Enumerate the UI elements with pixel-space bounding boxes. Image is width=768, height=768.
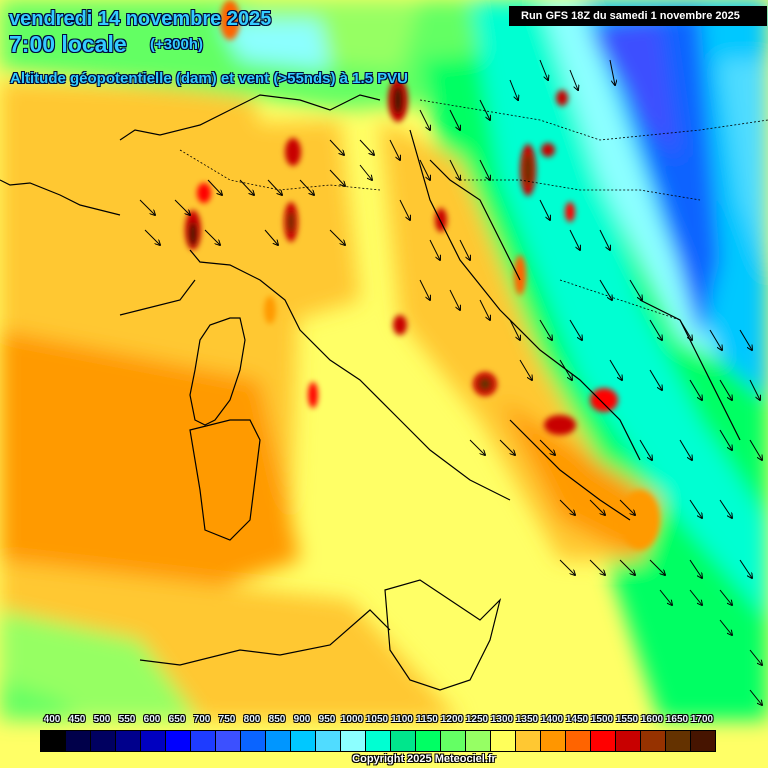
legend-swatch — [41, 731, 66, 751]
legend-label: 1350 — [515, 714, 539, 725]
wind-arrows — [139, 59, 762, 705]
legend-label: 700 — [193, 714, 211, 725]
legend-label: 1250 — [465, 714, 489, 725]
legend-label: 600 — [143, 714, 161, 725]
legend-swatch — [416, 731, 441, 751]
legend-label: 1600 — [640, 714, 664, 725]
legend-label: 550 — [118, 714, 136, 725]
legend-label: 1500 — [590, 714, 614, 725]
legend-label: 750 — [218, 714, 236, 725]
legend-swatch — [491, 731, 516, 751]
forecast-lead-time: (+300h) — [150, 36, 203, 53]
legend-label: 1200 — [440, 714, 464, 725]
legend-label: 650 — [168, 714, 186, 725]
copyright: Copyright 2025 Meteociel.fr — [352, 753, 496, 765]
legend-swatch — [541, 731, 566, 751]
legend-swatch — [466, 731, 491, 751]
legend-label: 1150 — [416, 714, 438, 725]
legend-label: 900 — [293, 714, 311, 725]
legend-swatch — [141, 731, 166, 751]
legend-label: 1650 — [665, 714, 689, 725]
legend-label: 1400 — [540, 714, 564, 725]
legend-swatch — [266, 731, 291, 751]
legend-swatch — [216, 731, 241, 751]
model-run-text: Run GFS 18Z du samedi 1 novembre 2025 — [521, 10, 740, 22]
legend-swatch — [66, 731, 91, 751]
legend-swatch — [641, 731, 666, 751]
jet-maxima — [185, 0, 660, 550]
legend-swatch — [666, 731, 691, 751]
legend-swatch — [566, 731, 591, 751]
legend-label: 1700 — [690, 714, 714, 725]
legend-swatch — [366, 731, 391, 751]
legend-swatch — [116, 731, 141, 751]
legend-swatch — [591, 731, 616, 751]
legend-swatch — [316, 731, 341, 751]
model-run-label: Run GFS 18Z du samedi 1 novembre 2025 — [509, 6, 767, 26]
legend-label: 1000 — [340, 714, 364, 725]
legend-swatch — [341, 731, 366, 751]
legend-swatch — [516, 731, 541, 751]
legend-swatch — [691, 731, 715, 751]
coastlines — [0, 94, 741, 691]
legend-swatch — [391, 731, 416, 751]
forecast-date: vendredi 14 novembre 2025 — [9, 8, 272, 30]
legend-label: 950 — [318, 714, 336, 725]
legend-label: 850 — [268, 714, 286, 725]
map-subtitle: Altitude géopotentielle (dam) et vent (>… — [10, 70, 408, 87]
legend-label: 1100 — [391, 714, 413, 725]
legend-label: 1450 — [565, 714, 589, 725]
legend-label: 500 — [93, 714, 111, 725]
legend-label: 1050 — [365, 714, 389, 725]
legend-swatch — [616, 731, 641, 751]
legend-label: 1300 — [490, 714, 514, 725]
color-legend — [40, 730, 716, 752]
legend-swatch — [166, 731, 191, 751]
legend-label: 400 — [43, 714, 61, 725]
legend-swatch — [91, 731, 116, 751]
legend-swatch — [241, 731, 266, 751]
legend-label: 450 — [68, 714, 86, 725]
legend-label: 800 — [243, 714, 261, 725]
legend-swatch — [441, 731, 466, 751]
legend-swatch — [191, 731, 216, 751]
legend-label: 1550 — [615, 714, 639, 725]
forecast-time: 7:00 locale — [9, 31, 127, 57]
legend-swatch — [291, 731, 316, 751]
